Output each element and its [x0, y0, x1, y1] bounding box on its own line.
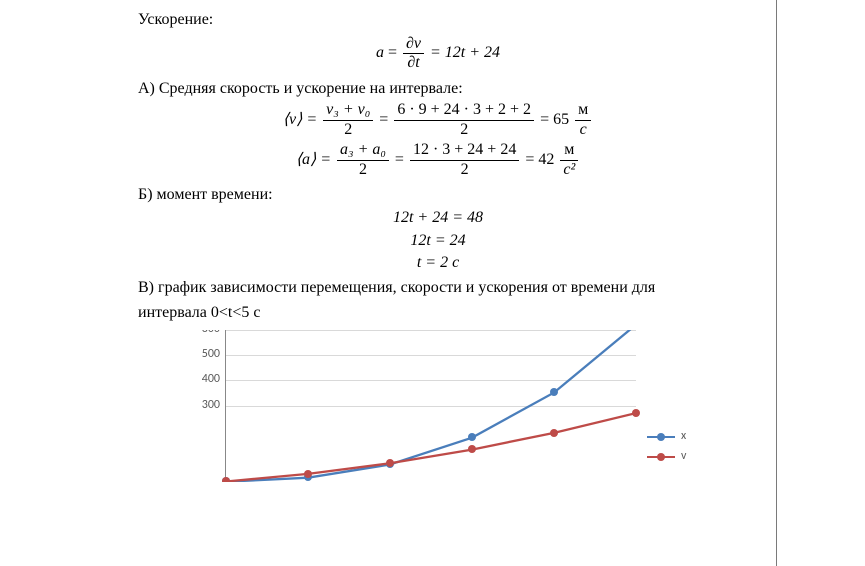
chart-marker-v — [222, 477, 230, 482]
avg-a-val: = 42 — [521, 151, 558, 168]
chart-ytick-label: 500 — [202, 347, 220, 363]
eq-b1: 12t + 24 = 48 — [393, 209, 483, 226]
avg-v-val: = 65 — [536, 111, 573, 128]
equation-b3: t = 2 с — [138, 255, 738, 272]
text-acceleration-title: Ускорение: — [138, 10, 738, 31]
frac-num: 6 · 9 + 24 · 3 + 2 + 2 — [394, 101, 534, 120]
chart-container: 600500400300 xv — [193, 330, 723, 482]
chart-legend: xv — [647, 430, 686, 470]
text-part-c-line2: интервала 0<t<5 с — [138, 303, 738, 324]
legend-dot-icon — [657, 453, 665, 461]
frac-den: 2 — [337, 161, 389, 179]
frac-num: a₃ + a₀ — [337, 141, 389, 160]
eq-sign: = — [384, 44, 401, 61]
frac-num: ∂v — [403, 35, 424, 54]
equation-avg-v: ⟨v⟩ = v₃ + v₀2 = 6 · 9 + 24 · 3 + 2 + 22… — [138, 101, 738, 139]
page-root: Ускорение: a = ∂v∂t = 12t + 24 А) Средня… — [0, 0, 865, 566]
frac-num: v₃ + v₀ — [323, 101, 373, 120]
content-block: Ускорение: a = ∂v∂t = 12t + 24 А) Средня… — [138, 4, 738, 482]
equation-b1: 12t + 24 = 48 — [138, 210, 738, 227]
frac-v3v0: v₃ + v₀2 — [323, 101, 373, 139]
var-a: a — [376, 44, 384, 61]
fraction-dv-dt: ∂v∂t — [403, 35, 424, 73]
avg-v-lhs: ⟨v⟩ = — [283, 111, 321, 128]
text-part-c-line1: В) график зависимости перемещения, скоро… — [138, 278, 738, 299]
legend-label: x — [681, 429, 686, 445]
chart-marker-v — [550, 429, 558, 437]
frac-den: 2 — [394, 121, 534, 139]
frac-den: с — [575, 121, 591, 139]
frac-den: с² — [560, 161, 578, 179]
page-right-edge — [776, 0, 865, 566]
frac-num: м — [560, 141, 578, 160]
rhs-12t24: = 12t + 24 — [426, 44, 500, 61]
eq-sign: = — [375, 111, 392, 128]
chart-marker-x — [550, 388, 558, 396]
frac-num: м — [575, 101, 591, 120]
frac-den: 2 — [410, 161, 519, 179]
legend-item-v: v — [647, 450, 686, 464]
legend-item-x: x — [647, 430, 686, 444]
legend-label: v — [681, 449, 686, 465]
chart-marker-v — [386, 459, 394, 467]
chart-marker-v — [468, 445, 476, 453]
chart-series-line-x — [226, 330, 636, 482]
unit-m-s: мс — [575, 101, 591, 139]
chart-marker-v — [304, 470, 312, 478]
chart-ytick-label: 400 — [202, 373, 220, 389]
equation-acceleration: a = ∂v∂t = 12t + 24 — [138, 35, 738, 73]
chart-plot-area: 600500400300 — [225, 330, 636, 482]
frac-num: 12 · 3 + 24 + 24 — [410, 141, 519, 160]
chart-series-line-v — [226, 413, 636, 481]
frac-a3a0: a₃ + a₀2 — [337, 141, 389, 179]
chart-ytick-label: 300 — [202, 398, 220, 414]
legend-line-icon — [647, 456, 675, 458]
eq-b3: t = 2 с — [417, 254, 459, 271]
frac-den: ∂t — [403, 54, 424, 72]
legend-dot-icon — [657, 433, 665, 441]
frac-den: 2 — [323, 121, 373, 139]
text-part-b: Б) момент времени: — [138, 185, 738, 206]
equation-b2: 12t = 24 — [138, 233, 738, 250]
avg-a-lhs: ⟨a⟩ = — [296, 151, 335, 168]
chart-marker-v — [632, 409, 640, 417]
unit-m-s2: мс² — [560, 141, 578, 179]
frac-v-numeric: 6 · 9 + 24 · 3 + 2 + 22 — [394, 101, 534, 139]
text-part-a: А) Средняя скорость и ускорение на интер… — [138, 79, 738, 100]
equation-avg-a: ⟨a⟩ = a₃ + a₀2 = 12 · 3 + 24 + 242 = 42 … — [138, 141, 738, 179]
chart-svg — [226, 330, 636, 482]
eq-sign: = — [391, 151, 408, 168]
chart-marker-x — [468, 433, 476, 441]
legend-line-icon — [647, 436, 675, 438]
frac-a-numeric: 12 · 3 + 24 + 242 — [410, 141, 519, 179]
chart-ytick-label: 600 — [202, 330, 220, 338]
eq-b2: 12t = 24 — [410, 232, 465, 249]
